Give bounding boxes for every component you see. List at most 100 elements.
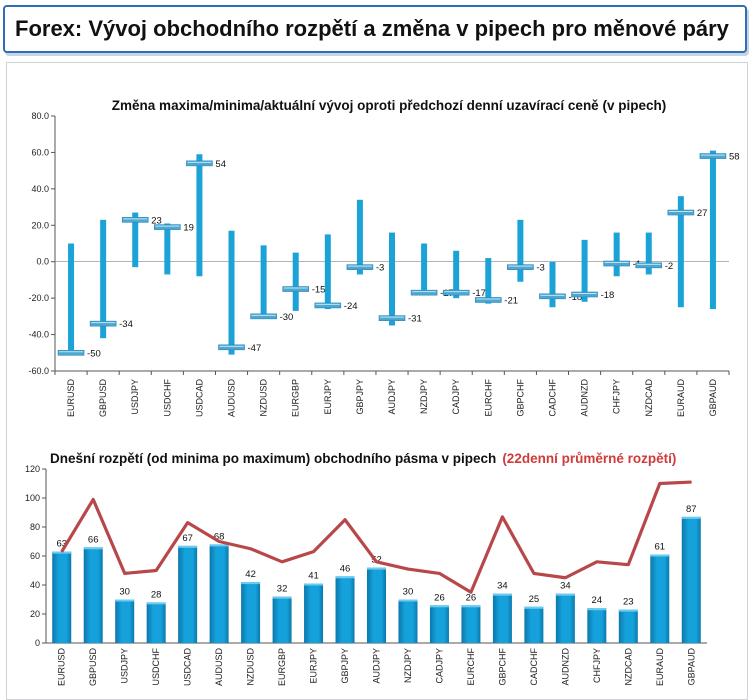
x-category-label: EURCHF [466,647,476,685]
x-category-label: AUDJPY [372,648,382,684]
bar-value-label: 30 [119,587,130,598]
bar-top-highlight [83,547,103,550]
range-bar-eurusd [52,551,72,643]
daily-range-chart: Dnešní rozpětí (od minima po maximum) ob… [25,451,707,687]
range-bar-audusd [209,544,229,643]
bar-top-highlight [524,606,544,609]
bar-top-highlight [429,605,449,608]
current-value-label: -18 [568,292,582,303]
bar-value-label: 25 [529,594,540,605]
x-category-label: EURGBP [291,379,301,417]
x-category-label: GBPJPY [355,379,365,415]
x-category-label: EURGBP [277,648,287,686]
current-marker-audnzd [571,291,598,298]
x-category-label: EURUSD [57,648,67,687]
x-category-label: CADJPY [434,648,444,684]
bar-top-highlight [241,582,261,585]
bar-top-highlight [681,516,701,519]
x-category-label: EURAUD [676,379,686,418]
current-marker-audjpy [378,315,406,321]
current-marker-gbpusd [89,320,117,327]
x-category-label: NZDJPY [419,379,429,414]
bar-top-highlight [115,599,135,602]
average-range-point [438,572,441,575]
bar-value-label: 67 [182,533,193,544]
current-value-label: -50 [87,348,101,359]
range-bar-cadjpy [453,250,460,299]
range-bar-eurgbp [292,252,299,311]
current-marker-cadjpy [442,289,470,296]
current-value-label: -18 [601,290,615,301]
bar-value-label: 24 [592,595,603,606]
average-range-point [470,591,472,594]
current-value-label: -2 [665,261,673,272]
average-range-point [123,572,126,575]
average-range-point [407,568,409,570]
bar-top-highlight [209,544,229,547]
bar-value-label: 68 [214,531,225,542]
bar-value-label: 28 [151,589,162,600]
bar-value-label: 26 [466,592,477,603]
range-bar-euraud [677,196,684,308]
x-category-label: USDCHF [162,378,172,416]
current-value-label: -3 [536,263,544,274]
bar-top-highlight [398,599,418,602]
chart-1-title: Změna maxima/minima/aktuální vývoj oprot… [112,98,666,113]
x-category-label: USDCHF [151,647,161,685]
x-category-label: NZDUSD [259,379,269,417]
y-tick-label: 20 [30,609,40,619]
x-category-label: NZDJPY [403,648,413,683]
y-tick-label: 100 [25,493,40,503]
x-category-label: USDJPY [120,648,130,684]
range-bar-gbpaud [681,516,701,643]
range-bar-gbpusd [100,219,107,339]
x-category-label: CHFJPY [592,648,602,683]
charts-panel: Změna maxima/minima/aktuální vývoj oprot… [6,62,748,700]
average-range-point [533,572,535,575]
bar-top-highlight [587,608,607,611]
current-marker-eurchf [474,297,502,303]
chart-2-title: Dnešní rozpětí (od minima po maximum) ob… [50,451,676,466]
current-value-label: 19 [183,223,194,234]
average-range-point [627,563,630,566]
bar-value-label: 23 [623,597,634,608]
bar-top-highlight [335,576,355,579]
current-marker-gbpjpy [346,264,374,270]
bar-top-highlight [272,596,292,599]
bar-value-label: 30 [403,587,414,598]
range-bar-usdjpy [115,599,135,643]
current-value-label: -34 [119,319,133,330]
range-bar-gbpjpy [335,576,355,643]
x-category-label: AUDJPY [387,379,397,415]
current-value-label: 58 [729,152,740,163]
average-range-point [92,498,95,501]
range-bar-audnzd [581,239,588,302]
x-category-label: USDCAD [194,379,204,418]
current-marker-usdjpy [121,217,149,223]
range-bar-gbpchf [517,219,524,282]
bar-value-label: 32 [277,584,288,595]
average-range-point [344,518,346,521]
y-tick-label: 60 [30,551,40,561]
current-marker-euraud [667,209,695,216]
y-tick-label: 0.0 [36,257,49,267]
y-tick-label: 40.0 [31,184,49,194]
x-category-label: EURJPY [323,379,333,415]
current-value-label: -3 [376,263,384,274]
y-tick-label: 20.0 [31,220,49,230]
x-category-label: NZDUSD [246,648,256,686]
bar-value-label: 26 [434,592,445,603]
range-bar-nzdusd [260,245,267,319]
range-bar-audusd [228,230,235,355]
average-range-point [218,540,220,543]
average-range-point [564,576,567,579]
y-tick-label: 0 [35,638,40,648]
change-range-chart: Změna maxima/minima/aktuální vývoj oprot… [28,98,740,418]
current-value-label: 23 [151,215,162,226]
average-range-point [249,547,252,550]
range-bar-nzdjpy [398,599,418,643]
chart-2-title-secondary: (22denní průměrné rozpětí) [502,451,676,466]
x-category-label: EURCHF [483,378,493,416]
y-tick-label: 80 [30,522,40,532]
range-bar-cadchf [524,606,544,643]
